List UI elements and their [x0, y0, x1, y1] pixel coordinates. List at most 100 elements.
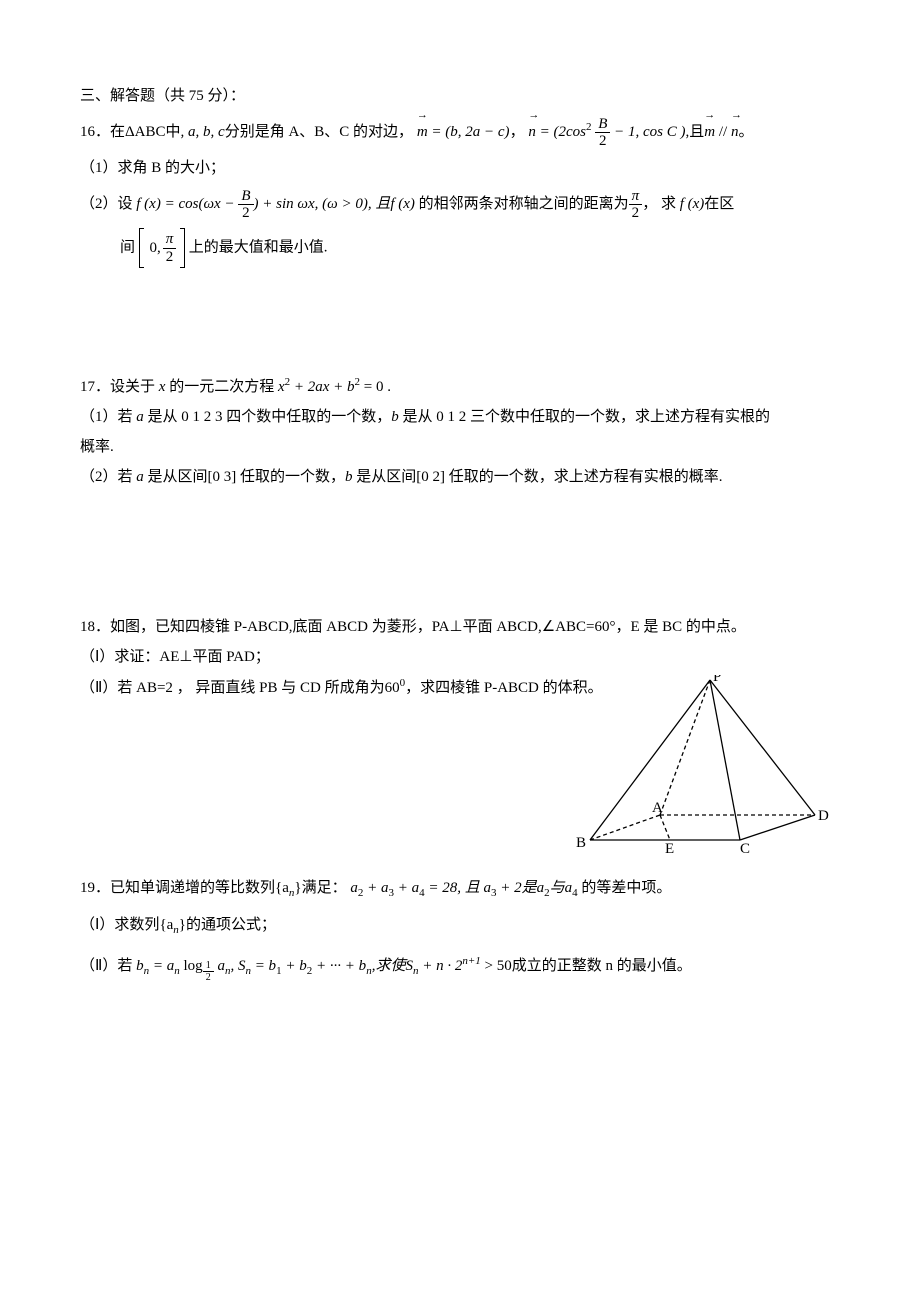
- q19-p2: （Ⅱ）若 bn = an log12 an, Sn = b1 = b + b2 …: [80, 949, 850, 983]
- q19-number: 19．: [80, 880, 110, 896]
- a2: a: [350, 880, 358, 896]
- q19-p1b: 的通项公式；: [186, 917, 276, 933]
- seq-close: }: [294, 880, 301, 896]
- and1: ,且: [686, 124, 705, 140]
- q16-p2e: 在区: [704, 196, 734, 212]
- edge-PD: [710, 680, 815, 815]
- q16-p1: （1）求角 B 的大小；: [80, 156, 850, 180]
- q16-neqb: − 1, cos C ): [610, 124, 685, 140]
- den-2b: 2: [238, 205, 253, 222]
- frac-pi-2: π2: [629, 188, 643, 222]
- pyramid-figure: P A B C D E: [570, 675, 830, 855]
- q17-a: a: [136, 409, 144, 425]
- q17-eqc: = 0: [360, 379, 383, 395]
- q18-block: 18．如图，已知四棱锥 P-ABCD,底面 ABCD 为菱形，PA⊥平面 ABC…: [80, 615, 850, 876]
- q16-p2c: 的相邻两条对称轴之间的距离为: [415, 196, 629, 212]
- vector-m2: m: [704, 114, 715, 150]
- num-pi2: π: [163, 231, 177, 249]
- right-bracket-icon: [180, 228, 185, 268]
- den-2d: 2: [163, 249, 177, 266]
- sup2-a: 2: [586, 121, 592, 133]
- edge-BA: [590, 815, 660, 840]
- q16-t1b: 中: [166, 124, 181, 140]
- comma1: ，: [510, 124, 525, 140]
- spa: a: [214, 958, 225, 974]
- eqan: = a: [149, 958, 174, 974]
- q17-p2c: 是从区间[0 2] 任取的一个数，求上述方程有实根的概率.: [353, 469, 723, 485]
- half-den: 2: [203, 972, 214, 983]
- q16-p2-line2: 间 0,π2 上的最大值和最小值.: [80, 228, 850, 268]
- q16-t1c: 分别是角 A、B、C 的对边，: [225, 124, 413, 140]
- fx3: f (x): [680, 196, 705, 212]
- log: log: [180, 958, 203, 974]
- pa4: + a: [394, 880, 419, 896]
- req: ,求使S: [372, 958, 413, 974]
- q19-stem: 19．已知单调递增的等比数列{an}满足： a2 + a3 + a4 = 28,…: [80, 876, 850, 903]
- q17-p1: （1）若 a 是从 0 1 2 3 四个数中任取的一个数，b 是从 0 1 2 …: [80, 405, 850, 429]
- q17-p2: （2）若 a 是从区间[0 3] 任取的一个数，b 是从区间[0 2] 任取的一…: [80, 465, 850, 489]
- edge-PA: [660, 680, 710, 815]
- q17-b2: b: [345, 469, 353, 485]
- exam-page: 三、解答题（共 75 分）： 16．在ΔABC中, a, b, c分别是角 A、…: [0, 0, 920, 1302]
- q17-p2a: （2）若: [80, 469, 136, 485]
- num-B2: B: [238, 188, 253, 206]
- seq-open: {a: [275, 880, 289, 896]
- q16-p2l2b: 上的最大值和最小值.: [189, 239, 328, 255]
- left-bracket-icon: [139, 228, 144, 268]
- deg60: 60: [385, 680, 400, 696]
- vector-m: m: [417, 114, 428, 150]
- p2isa: + 2是a: [496, 880, 544, 896]
- q16-meq: = (b, 2a − c): [428, 124, 510, 140]
- vector-n: n: [528, 114, 536, 150]
- q17-eq: x: [278, 379, 285, 395]
- label-B: B: [576, 835, 586, 851]
- q19-p2c: 成立的正整数 n 的最小值。: [512, 958, 692, 974]
- q16-jian: 间: [120, 239, 135, 255]
- q18-number: 18．: [80, 619, 110, 635]
- spacer: [80, 274, 850, 374]
- q18-stem: 18．如图，已知四棱锥 P-ABCD,底面 ABCD 为菱形，PA⊥平面 ABC…: [80, 615, 850, 639]
- q17-eqb: + 2ax + b: [290, 379, 354, 395]
- q17-number: 17．: [80, 379, 110, 395]
- den-2c: 2: [629, 205, 643, 222]
- q18-p2a: （Ⅱ）若 AB=2 ， 异面直线 PB 与 CD 所成角为: [80, 680, 385, 696]
- bn: b: [136, 958, 144, 974]
- q17-p1c: 是从 0 1 2 三个数中任取的一个数，求上述方程有实根的: [399, 409, 770, 425]
- log-base: 12: [203, 965, 214, 977]
- fx2: f (x): [390, 196, 415, 212]
- q17-b: b: [391, 409, 399, 425]
- frac-B-2b: B2: [238, 188, 253, 222]
- q16-stem: 16．在ΔABC中, a, b, c分别是角 A、B、C 的对边， m = (b…: [80, 114, 850, 150]
- seq-open2: {a: [159, 917, 173, 933]
- q16-p2eq: = cos(ωx −: [161, 196, 238, 212]
- q16-tri: ΔABC: [125, 124, 166, 140]
- anda: 与a: [550, 880, 573, 896]
- label-P: P: [713, 675, 721, 685]
- np1: n+1: [462, 955, 480, 967]
- parallel: //: [715, 124, 731, 140]
- q18-text: 如图，已知四棱锥 P-ABCD,底面 ABCD 为菱形，PA⊥平面 ABCD,∠…: [110, 619, 746, 635]
- q16-p2: （2）设 f (x) = cos(ωx − B2) + sin ωx, (ω >…: [80, 186, 850, 222]
- q16-p2b: ) + sin ωx, (ω > 0), 且: [254, 196, 391, 212]
- fx1: f (x): [136, 196, 161, 212]
- q17-sa: 设关于: [110, 379, 159, 395]
- period1: 。: [738, 124, 753, 140]
- half-num: 1: [203, 960, 214, 972]
- label-D: D: [818, 808, 829, 824]
- den-2: 2: [595, 133, 610, 150]
- q19-sb: 满足：: [302, 880, 347, 896]
- q19-p1: （Ⅰ）求数列{an}的通项公式；: [80, 913, 850, 940]
- spacer2: [80, 495, 850, 615]
- seq-close2: }: [179, 917, 186, 933]
- q17-stem: 17．设关于 x 的一元二次方程 x2 + 2ax + b2 = 0 .: [80, 374, 850, 399]
- edge-CD: [740, 815, 815, 840]
- q17-sb: 的一元二次方程: [165, 379, 278, 395]
- eq28: = 28, 且 a: [425, 880, 491, 896]
- q19-p2a: （Ⅱ）若: [80, 958, 136, 974]
- q16-p2d: ， 求: [642, 196, 680, 212]
- q19-p1a: （Ⅰ）求数列: [80, 917, 159, 933]
- q17-p1b: 是从 0 1 2 3 四个数中任取的一个数，: [144, 409, 392, 425]
- vector-n2: n: [731, 114, 739, 150]
- q16-p2a: （2）设: [80, 196, 136, 212]
- q19-sc: 的等差中项。: [578, 880, 672, 896]
